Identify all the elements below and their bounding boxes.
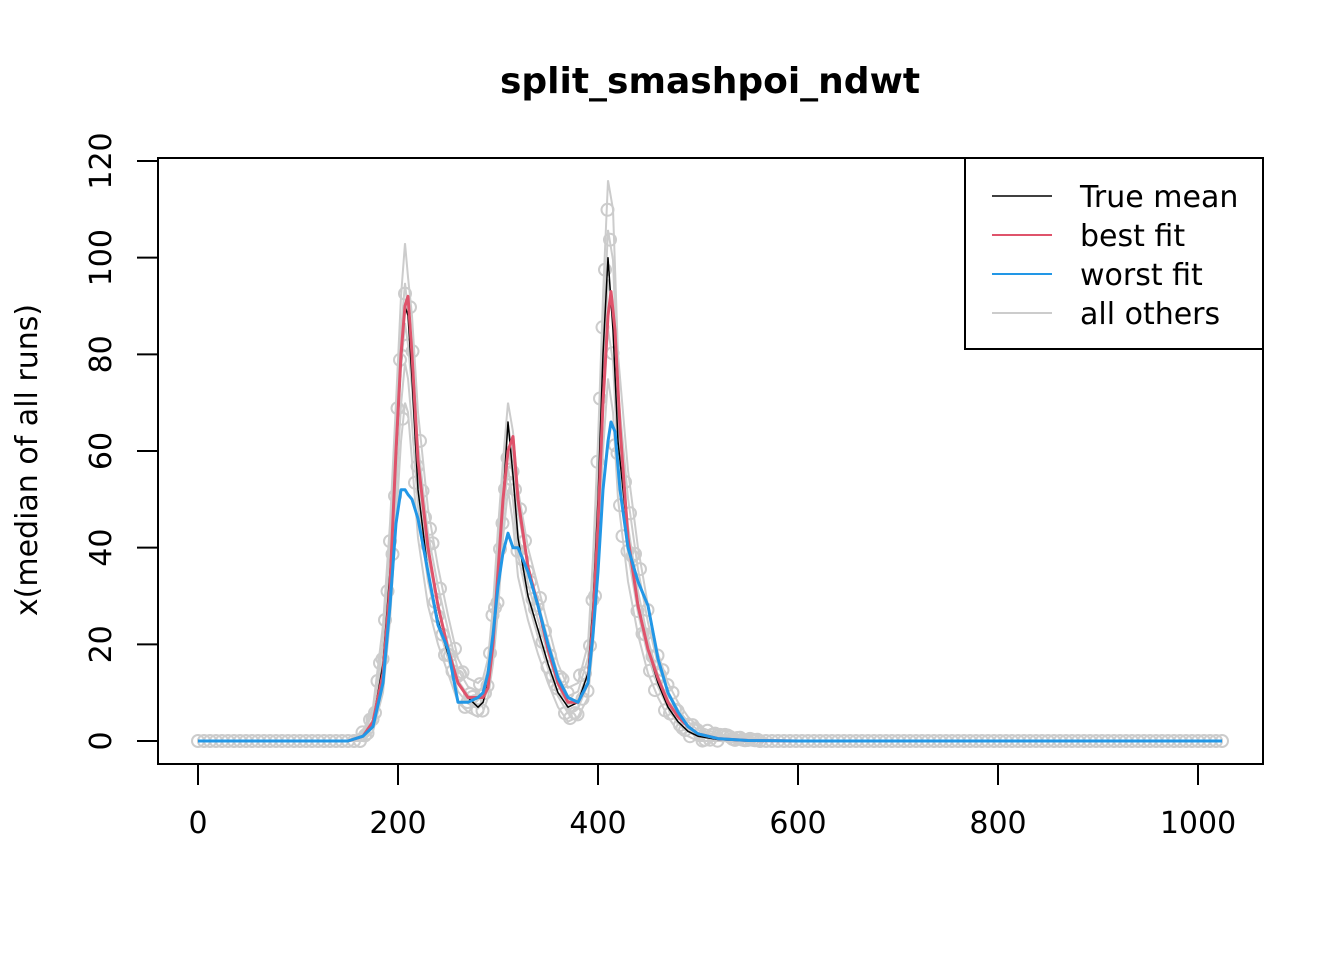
legend-label: worst fit [1080, 258, 1203, 293]
y-tick-label: 80 [84, 335, 119, 373]
other-run-line-1 [198, 328, 1222, 742]
other-point [533, 591, 547, 605]
chart-title: split_smashpoi_ndwt [500, 61, 920, 102]
x-tick-label: 600 [769, 806, 826, 841]
other-point [593, 391, 607, 406]
other-point [423, 521, 437, 536]
y-tick-label: 40 [84, 529, 119, 567]
other-point [598, 262, 612, 277]
other-point [528, 601, 542, 616]
y-tick-label: 0 [84, 731, 119, 750]
y-tick-label: 60 [84, 432, 119, 470]
y-axis-label: x(median of all runs) [10, 304, 45, 616]
axes-layer: 0 200 400 600 800 1000 0 20 40 60 80 100 120 [84, 132, 1236, 841]
legend-label: best fit [1080, 219, 1185, 254]
other-point [485, 608, 500, 623]
legend-label: all others [1080, 297, 1220, 332]
legend-box [964, 157, 1264, 350]
other-point [578, 666, 592, 681]
other-run-line-0 [198, 378, 1222, 742]
legend: True mean best fit worst fit all others [964, 157, 1264, 350]
series-line-worst-fit [198, 420, 1222, 743]
x-tick-label: 200 [369, 806, 426, 841]
other-point [455, 665, 470, 680]
other-point [358, 728, 372, 743]
series-line-best-fit [198, 290, 1222, 743]
y-tick-label: 120 [84, 132, 119, 189]
x-tick-label: 800 [969, 806, 1026, 841]
legend-label: True mean [1079, 180, 1238, 215]
x-tick-label: 1000 [1160, 806, 1236, 841]
other-point [603, 232, 617, 247]
x-tick-label: 0 [188, 806, 207, 841]
y-tick-label: 20 [84, 625, 119, 663]
other-point [600, 202, 615, 217]
other-point [413, 433, 427, 448]
other-point [590, 454, 605, 469]
series-layer [198, 256, 1222, 743]
other-point [398, 286, 412, 301]
other-point [475, 703, 490, 718]
other-point [378, 613, 392, 627]
x-tick-label: 400 [569, 806, 626, 841]
y-tick-label: 100 [84, 229, 119, 286]
other-point [570, 707, 585, 722]
other-point [470, 703, 485, 718]
